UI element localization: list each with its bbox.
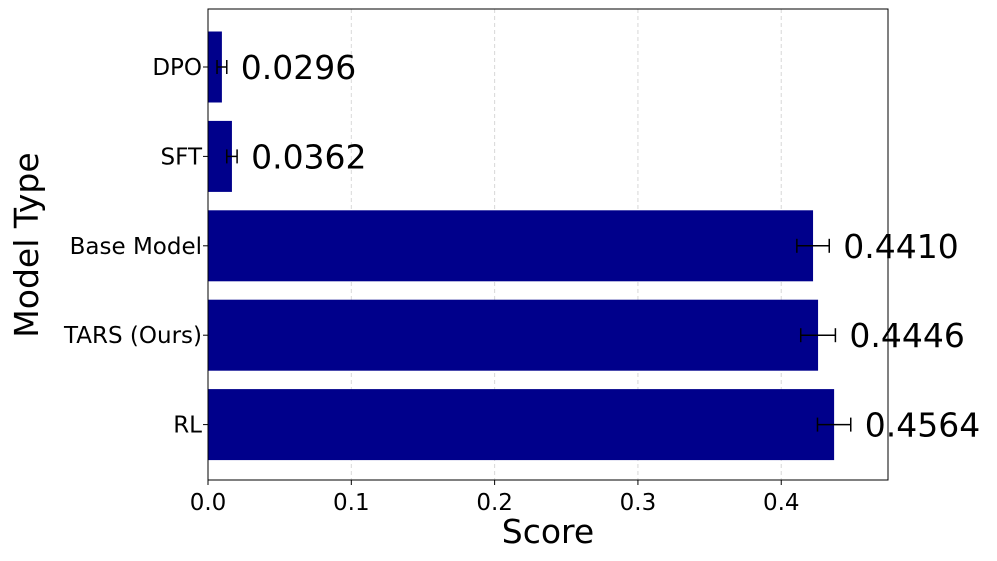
bar <box>208 210 814 282</box>
x-tick-label: 0.2 <box>476 490 513 516</box>
value-labels: 0.0296 0.0362 0.4410 0.4446 0.4564 <box>241 48 980 445</box>
y-axis-ticks: DPO SFT Base Model TARS (Ours) RL <box>63 55 208 439</box>
value-label: 0.4446 <box>849 316 964 355</box>
value-label: 0.4410 <box>843 227 958 266</box>
x-tick-label: 0.0 <box>190 490 227 516</box>
x-tick-label: 0.4 <box>763 490 800 516</box>
value-label: 0.4564 <box>865 406 980 445</box>
value-label: 0.0296 <box>241 48 356 87</box>
y-tick-label: TARS (Ours) <box>63 323 202 349</box>
y-tick-label: DPO <box>152 55 202 81</box>
y-tick-label: SFT <box>161 144 203 170</box>
x-tick-label: 0.3 <box>620 490 657 516</box>
bar <box>208 389 835 461</box>
y-tick-label: Base Model <box>70 234 202 260</box>
bar <box>208 120 232 192</box>
y-tick-label: RL <box>173 413 202 439</box>
x-axis-ticks: 0.0 0.1 0.2 0.3 0.4 <box>190 480 800 516</box>
bars <box>208 31 835 461</box>
value-label: 0.0362 <box>251 137 366 176</box>
error-bars <box>216 60 852 432</box>
bar <box>208 299 819 371</box>
x-axis-title: Score <box>502 512 594 551</box>
plot-frame <box>207 8 889 481</box>
bar <box>208 31 222 103</box>
y-axis-title: Model Type <box>7 152 46 337</box>
x-tick-label: 0.1 <box>333 490 370 516</box>
